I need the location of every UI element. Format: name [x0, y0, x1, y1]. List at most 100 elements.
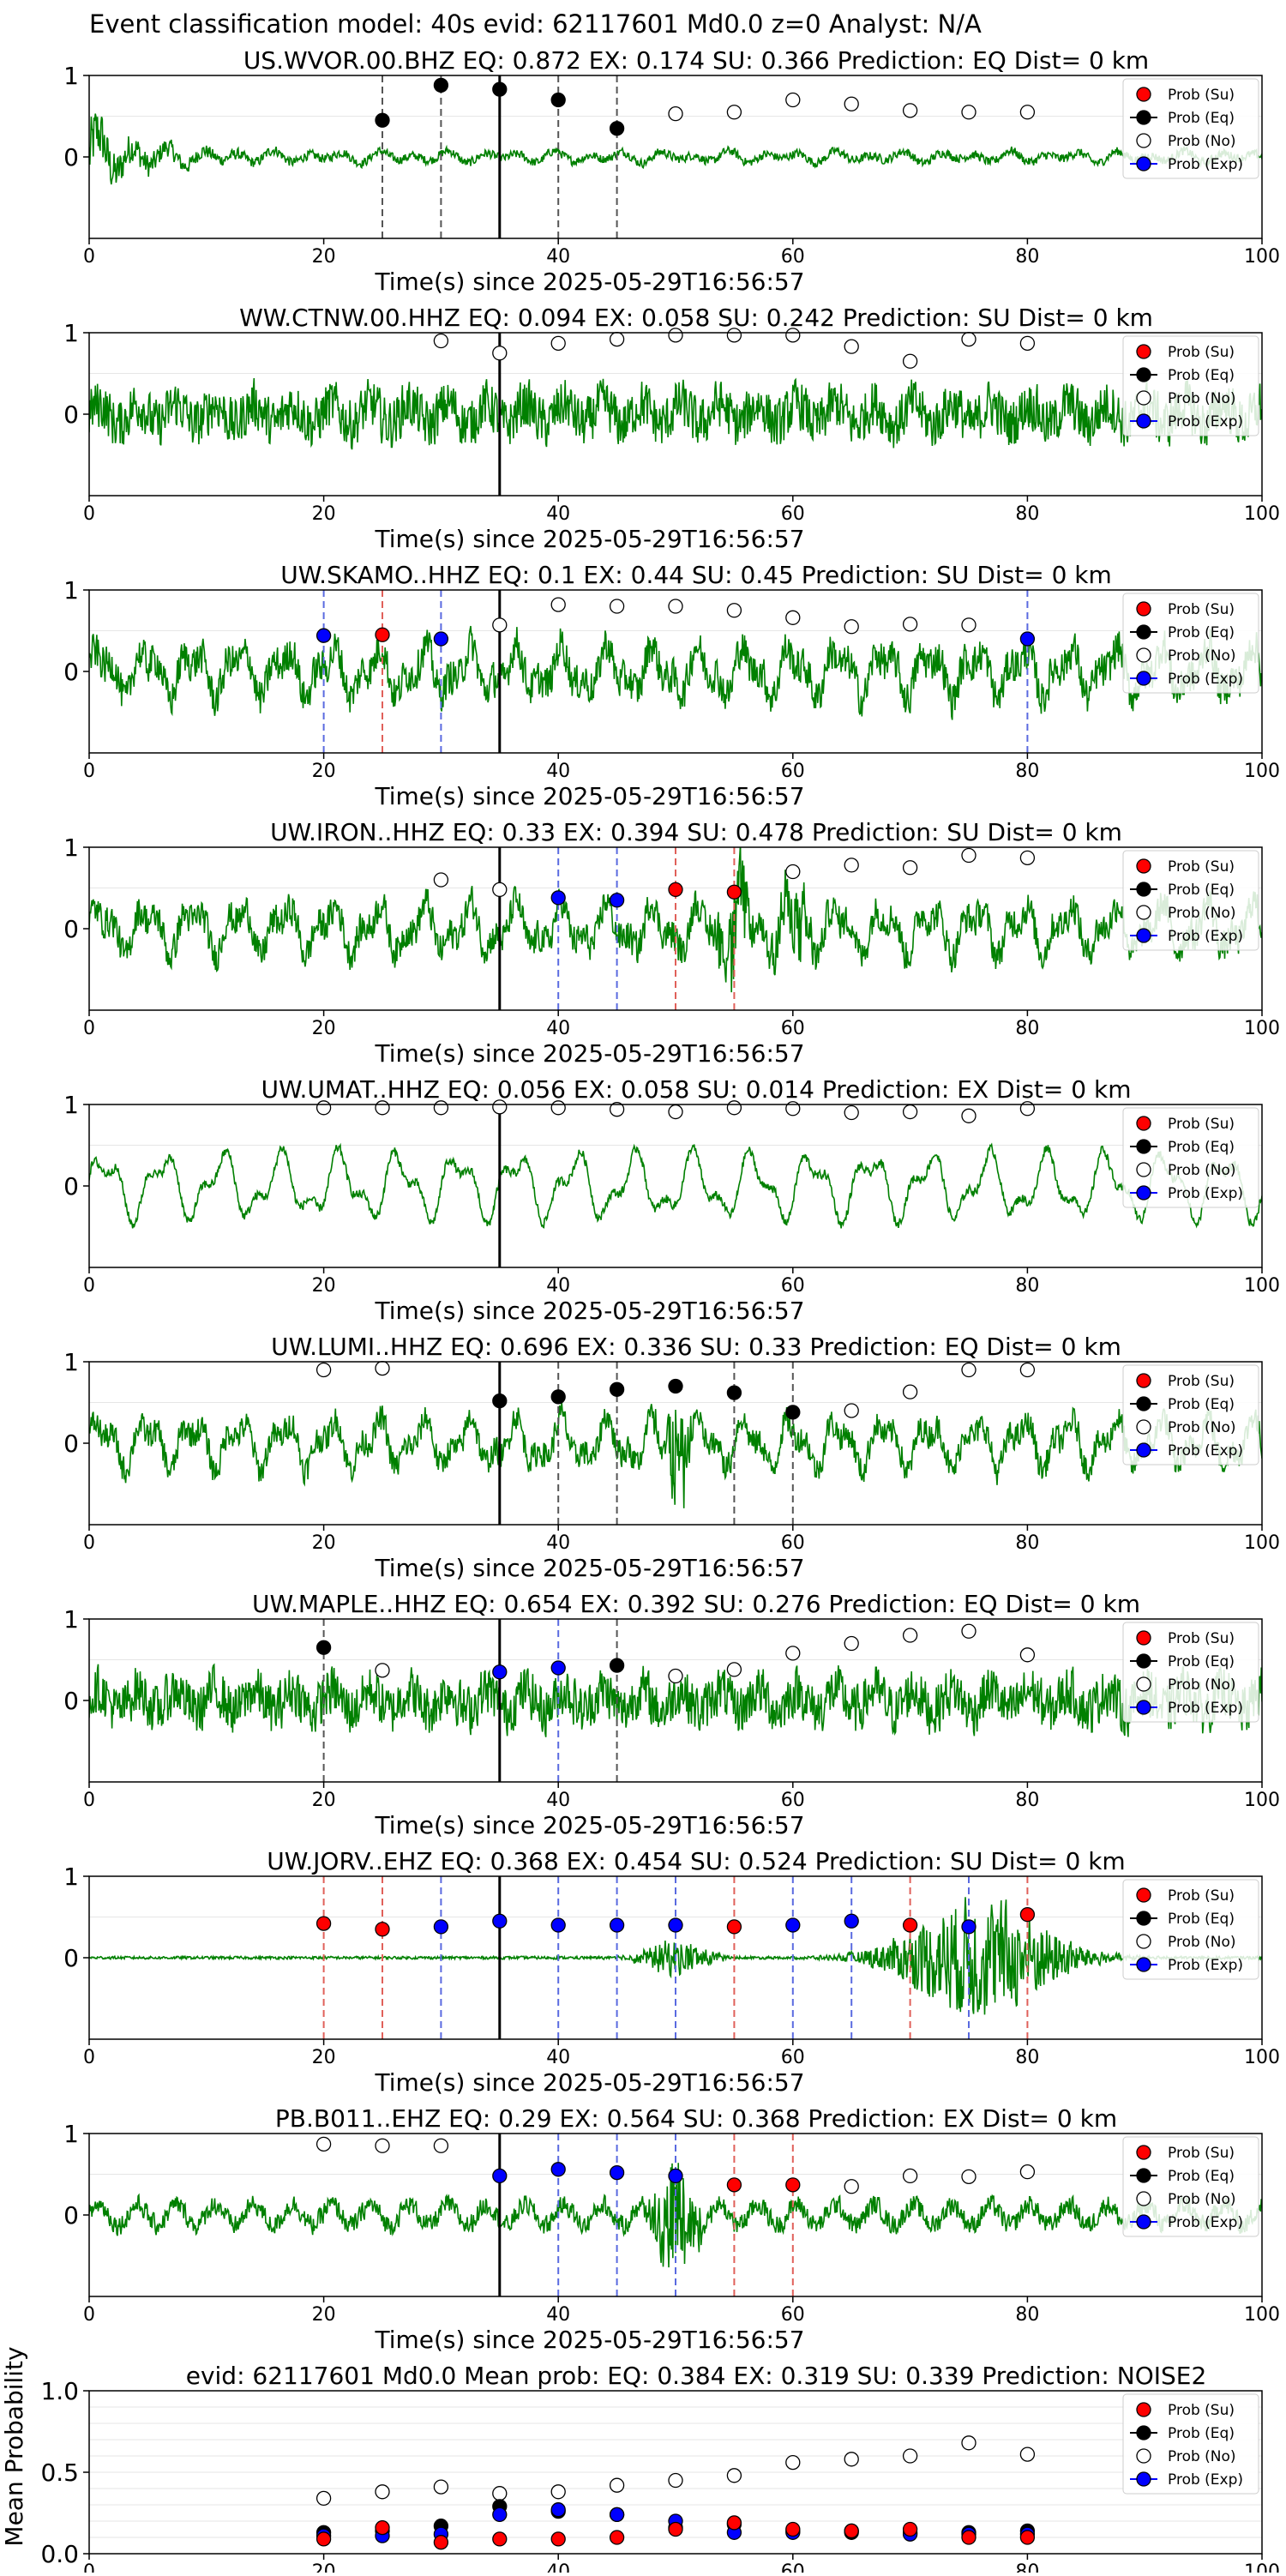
marker-eq — [785, 1405, 801, 1420]
y-tick-label: 1 — [63, 1863, 79, 1891]
marker-no — [550, 335, 566, 352]
marker-su — [375, 1922, 390, 1937]
legend-label-exp: Prob (Exp) — [1168, 2471, 1243, 2489]
legend: Prob (Su) Prob (Eq) Prob (No) Prob (Exp) — [1122, 1622, 1259, 1723]
marker-su — [550, 2531, 566, 2547]
legend: Prob (Su) Prob (Eq) Prob (No) Prob (Exp) — [1122, 850, 1259, 951]
marker-no — [961, 847, 977, 864]
x-tick-label: 60 — [781, 1018, 805, 1039]
subplot-title: evid: 62117601 Md0.0 Mean prob: EQ: 0.38… — [186, 2362, 1207, 2390]
legend-box — [1122, 1107, 1259, 1208]
marker-no — [1019, 105, 1036, 120]
legend-marker-no — [1136, 133, 1151, 148]
x-tick-label: 80 — [1015, 1018, 1039, 1039]
marker-su — [315, 1916, 332, 1931]
legend-label-eq: Prob (Eq) — [1168, 1396, 1235, 1413]
x-tick-label: 40 — [546, 1532, 570, 1554]
marker-eq — [550, 92, 566, 108]
legend: Prob (Su) Prob (Eq) Prob (No) Prob (Exp) — [1122, 335, 1259, 436]
legend-label-exp: Prob (Exp) — [1168, 671, 1243, 688]
marker-no — [433, 2479, 449, 2495]
marker-no — [902, 1628, 918, 1643]
marker-exp — [433, 1919, 449, 1935]
marker-no — [1019, 2164, 1036, 2180]
marker-no — [844, 2179, 859, 2194]
legend-label-no: Prob (No) — [1168, 133, 1236, 150]
legend-marker-eq — [1136, 1396, 1151, 1411]
legend-marker-no — [1136, 2191, 1151, 2206]
marker-exp — [609, 1917, 625, 1933]
legend-label-exp: Prob (Exp) — [1168, 1185, 1243, 1202]
x-tick-label: 40 — [546, 2304, 570, 2326]
marker-no — [902, 353, 918, 369]
marker-exp — [609, 2164, 625, 2181]
subplot-9: 0 20 40 60 80 100 0 1 PB.B011..EHZ EQ: 0.29 EX: … — [63, 2104, 1280, 2354]
x-tick-label: 20 — [312, 1275, 336, 1297]
waveform-trace — [89, 2163, 1262, 2268]
marker-no — [902, 103, 918, 118]
marker-exp — [609, 893, 625, 908]
legend-marker-su — [1136, 858, 1151, 874]
marker-no — [1019, 1362, 1036, 1378]
marker-su — [844, 2523, 859, 2539]
marker-su — [375, 627, 390, 642]
legend-marker-eq — [1136, 367, 1151, 382]
subplot-4: 0 20 40 60 80 100 0 1 UW.IRON..HHZ EQ: 0.33 EX: … — [63, 818, 1280, 1068]
legend-label-su: Prob (Su) — [1168, 344, 1235, 361]
y-tick-label: 1 — [63, 576, 79, 605]
x-tick-label: 20 — [312, 503, 336, 525]
plot-area — [89, 1104, 1262, 1267]
marker-no — [902, 2448, 918, 2464]
marker-no — [961, 105, 977, 120]
legend-label-eq: Prob (Eq) — [1168, 1139, 1235, 1156]
marker-no — [1019, 335, 1036, 352]
legend-label-no: Prob (No) — [1168, 1419, 1236, 1436]
marker-no — [726, 105, 742, 120]
legend-box — [1122, 593, 1259, 694]
legend-marker-eq — [1136, 1653, 1151, 1669]
marker-su — [492, 2531, 508, 2547]
legend-label-exp: Prob (Exp) — [1168, 413, 1243, 430]
legend-box — [1122, 1879, 1259, 1980]
x-tick-label: 20 — [312, 2047, 336, 2068]
marker-no — [375, 2138, 390, 2153]
marker-eq — [609, 121, 625, 136]
legend-marker-exp — [1136, 2471, 1151, 2487]
x-tick-label: 60 — [781, 1275, 805, 1297]
waveform-trace — [89, 625, 1262, 720]
legend-label-eq: Prob (Eq) — [1168, 110, 1235, 127]
legend-box — [1122, 2136, 1259, 2237]
y-tick-label: 0 — [63, 658, 79, 686]
legend-marker-su — [1136, 601, 1151, 617]
marker-exp — [492, 2507, 508, 2523]
x-tick-label: 20 — [312, 761, 336, 782]
x-tick-label: 20 — [312, 2304, 336, 2326]
marker-no — [668, 328, 683, 343]
legend-box — [1122, 78, 1259, 179]
marker-eq — [375, 112, 390, 128]
marker-no — [844, 1104, 859, 1121]
marker-no — [433, 333, 449, 349]
legend-label-exp: Prob (Exp) — [1168, 2214, 1243, 2231]
y-tick-label: 0 — [63, 1944, 79, 1972]
subplot-7: 0 20 40 60 80 100 0 1 UW.MAPLE..HHZ EQ: 0.654 EX… — [63, 1590, 1280, 1839]
legend-label-eq: Prob (Eq) — [1168, 624, 1235, 641]
marker-su — [315, 2531, 332, 2547]
x-axis-label: Time(s) since 2025-05-29T16:56:57 — [374, 1039, 804, 1068]
x-tick-label: 40 — [546, 761, 570, 782]
x-tick-label: 20 — [312, 2561, 336, 2573]
marker-exp — [492, 1913, 508, 1929]
marker-no — [1019, 1101, 1036, 1116]
marker-no — [492, 1099, 508, 1115]
legend-box — [1122, 335, 1259, 436]
marker-su — [902, 1917, 918, 1933]
marker-no — [668, 105, 683, 122]
marker-exp — [550, 1917, 566, 1933]
legend-label-eq: Prob (Eq) — [1168, 2425, 1235, 2442]
marker-no — [785, 864, 801, 880]
marker-su — [375, 2519, 390, 2536]
plot-area — [89, 2406, 1262, 2538]
legend-label-eq: Prob (Eq) — [1168, 882, 1235, 899]
plot-area — [89, 1876, 1262, 2039]
